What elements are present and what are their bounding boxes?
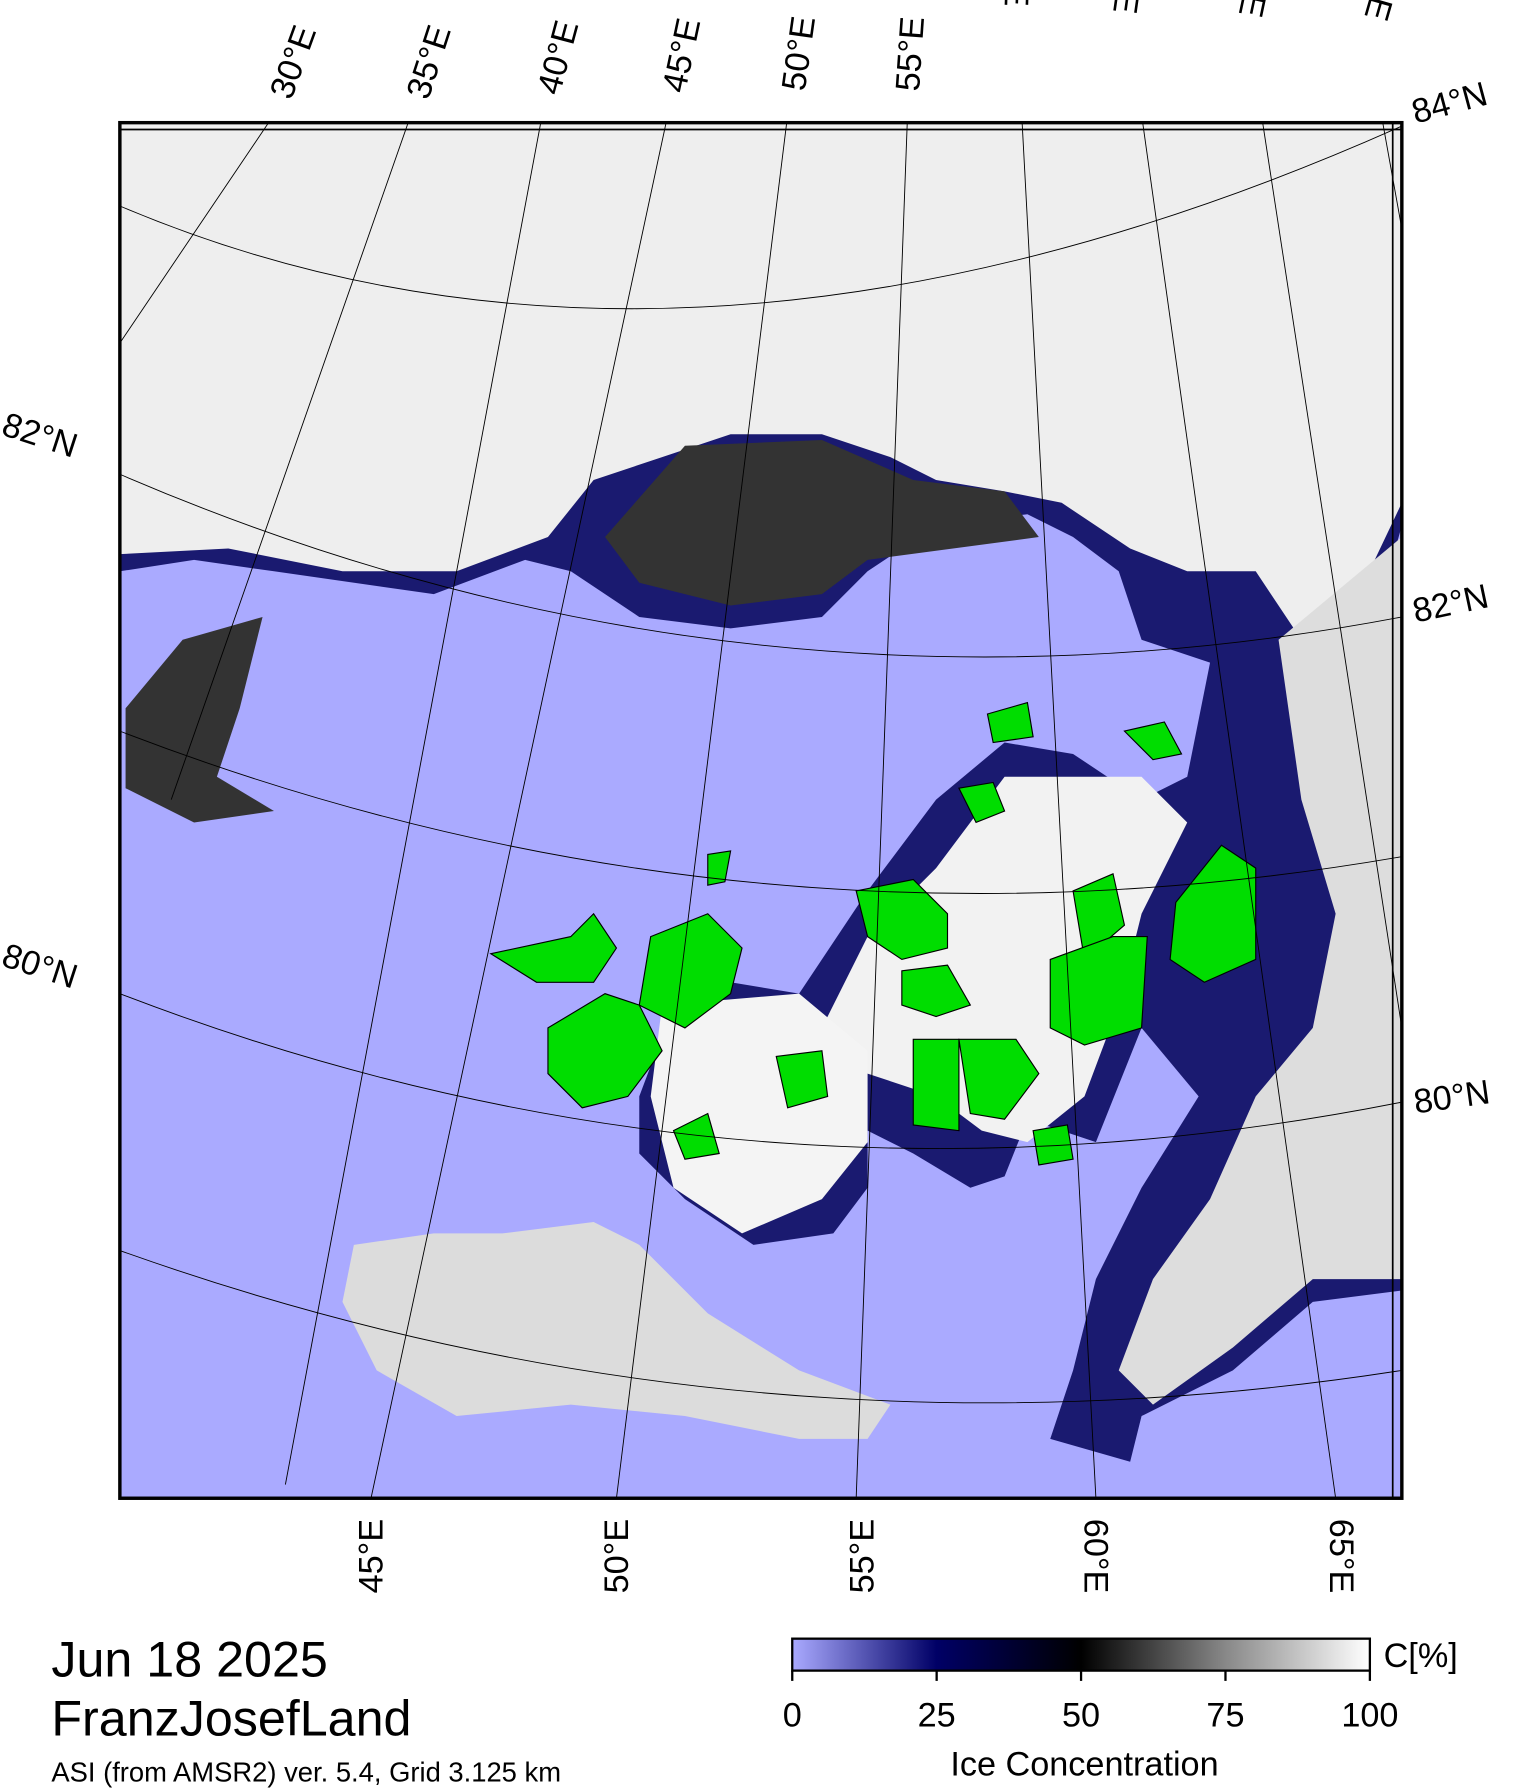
graticule-label: 60°E [1076,1519,1114,1594]
colorbar-unit: C[%] [1384,1637,1458,1675]
map-frame [118,120,1404,1500]
colorbar-tick-label: 25 [918,1697,956,1735]
colorbar-tick-label: 50 [1062,1697,1100,1735]
graticule-label: 82°N [0,406,82,466]
parallel [119,473,1402,658]
island [1049,936,1148,1046]
colorbar [791,1637,1372,1672]
island [547,993,663,1109]
colorbar-title: Ice Concentration [950,1746,1218,1784]
colorbar-tick-label: 0 [783,1697,802,1735]
island [855,878,949,961]
graticule-label: 84°N [1408,75,1492,132]
islands [489,701,1257,1166]
island [901,964,972,1018]
region: FranzJosefLand [51,1691,411,1747]
graticule-label: 50°E [775,14,823,93]
island [672,1112,720,1160]
graticule-label: 30°E [263,21,324,104]
map-area [119,122,1402,1499]
date: Jun 18 2025 [51,1631,327,1687]
ice-west [125,616,274,823]
island [1169,844,1257,983]
graticule-label: 55°E [889,15,932,92]
graticule-label: 35°E [400,21,459,104]
island [1032,1124,1074,1166]
graticule-label: 80°N [0,937,82,997]
graticule-label: 45°E [352,1519,390,1594]
graticule-label: 50°E [598,1519,636,1594]
graticule-label: 65°E [1322,1519,1360,1594]
graticule [119,122,1402,1499]
colorbar-ticks: 0 25 50 75 100 [783,1670,1398,1735]
parallel [119,993,1402,1150]
source: ASI (from AMSR2) ver. 5.4, Grid 3.125 km [51,1756,561,1787]
island [489,912,618,983]
graticule-label: 70°E [1231,0,1284,20]
ice-dense [605,440,1039,606]
ice-pack-north [119,122,1402,640]
graticule-label: 40°E [530,17,586,99]
graticule-label: 75°E [1356,0,1413,25]
island [1123,721,1183,761]
island [912,1038,960,1132]
parallel [119,125,1402,310]
colorbar-tick-label: 100 [1341,1697,1398,1735]
parallel [119,1250,1402,1404]
graticule-label: 55°E [843,1519,881,1594]
colorbar-tick-label: 75 [1206,1697,1244,1735]
graticule-label: 60°E [997,0,1038,7]
graticule-label: 65°E [1105,0,1153,16]
island [1072,873,1126,961]
island [958,781,1006,824]
graticule-label: 45°E [656,15,709,96]
graticule-label: 82°N [1409,577,1492,630]
island [775,1050,829,1109]
island [638,913,743,1029]
island [986,701,1034,744]
island [707,850,732,886]
island [958,1038,1040,1120]
graticule-label: 80°N [1411,1073,1492,1121]
ice-pack-east [1118,537,1402,1405]
parallel [119,730,1402,894]
ice-southwest [342,1221,891,1439]
meridians [119,122,1402,1499]
